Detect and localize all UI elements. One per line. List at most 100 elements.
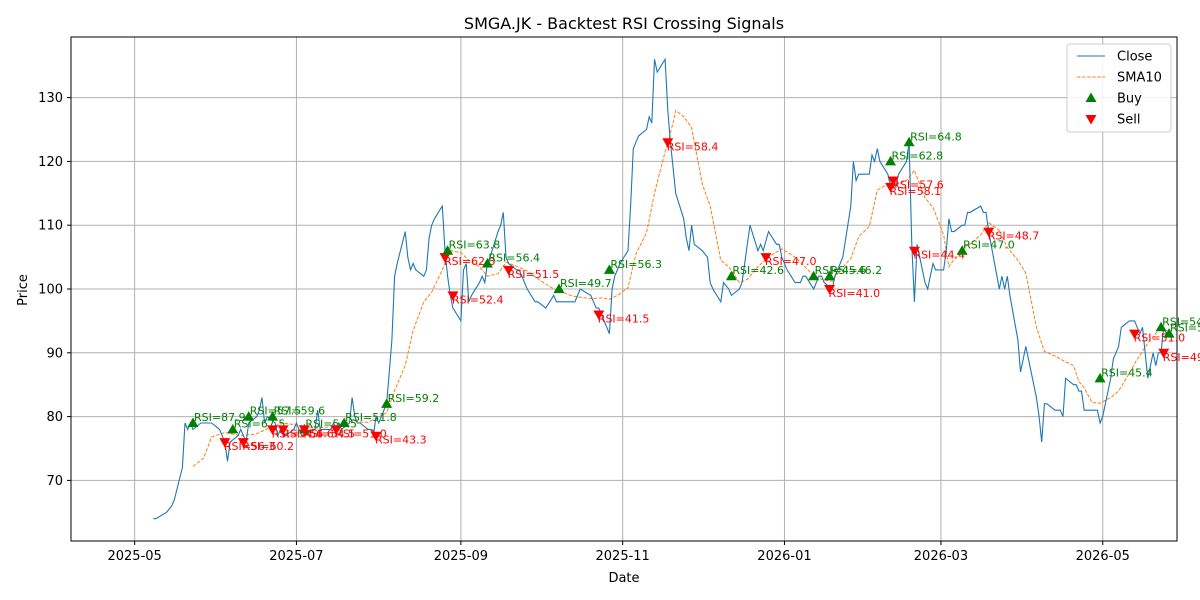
buy-label: RSI=46.2 <box>831 264 883 277</box>
x-tick-label: 2026-03 <box>914 549 968 564</box>
buy-label: RSI=51.8 <box>345 411 397 424</box>
x-axis-label: Date <box>608 571 639 586</box>
axes-frame <box>70 36 1178 542</box>
signals: RSI=87.9RSI=56.3RSI=67.5RSI=60.2RSI=57.5… <box>187 130 1200 453</box>
sell-marker <box>908 246 920 257</box>
buy-label: RSI=59.2 <box>388 392 440 405</box>
buy-label: RSI=47.0 <box>963 239 1015 252</box>
buy-label: RSI=87.9 <box>194 411 246 424</box>
buy-marker <box>956 245 968 255</box>
axes: 70 80 90 100 110 120 130 2025-05 2025-07 2025-09 2… <box>38 36 1178 564</box>
buy-label: RSI=59.6 <box>274 405 326 418</box>
legend-buy-swatch <box>1085 92 1097 102</box>
x-tick-label: 2025-11 <box>596 549 650 564</box>
y-tick-label: 80 <box>46 410 63 425</box>
buy-marker <box>603 264 615 274</box>
legend-label: SMA10 <box>1117 71 1162 86</box>
buy-marker <box>808 270 820 281</box>
buy-label: RSI=62.8 <box>892 149 944 162</box>
sell-label: RSI=49.0 <box>1163 351 1200 364</box>
legend-label: Sell <box>1117 113 1140 128</box>
buy-marker <box>243 411 255 421</box>
sell-marker <box>593 310 605 321</box>
y-tick-label: 100 <box>38 283 63 298</box>
sell-label: RSI=51.5 <box>508 268 560 281</box>
legend-label: Buy <box>1117 92 1142 107</box>
y-tick-label: 70 <box>46 474 63 489</box>
sell-marker <box>1129 329 1141 340</box>
buy-label: RSI=45.4 <box>1101 366 1153 379</box>
x-tick-label: 2025-07 <box>269 549 323 564</box>
buy-marker <box>1163 328 1175 338</box>
y-tick-label: 130 <box>38 91 63 106</box>
x-tick-label: 2026-01 <box>757 549 811 564</box>
sma10-line <box>192 109 1169 467</box>
sell-marker <box>760 253 772 263</box>
sell-label: RSI=43.3 <box>375 434 427 447</box>
sell-marker <box>439 253 451 263</box>
sell-marker <box>277 425 289 435</box>
sell-marker <box>298 425 310 435</box>
x-tick-label: 2026-05 <box>1076 549 1130 564</box>
sell-label: RSI=60.2 <box>242 440 294 453</box>
sell-label: RSI=54.5 <box>303 427 355 440</box>
sell-label: RSI=47.0 <box>765 255 817 268</box>
sell-marker <box>447 291 459 301</box>
buy-marker <box>1155 321 1167 332</box>
sell-marker <box>267 425 279 435</box>
buy-label: RSI=54.8 <box>1162 315 1200 328</box>
y-tick-label: 90 <box>46 346 63 361</box>
chart-title: SMGA.JK - Backtest RSI Crossing Signals <box>464 14 784 33</box>
legend-label: Close <box>1117 50 1152 65</box>
sell-label: RSI=41.5 <box>598 313 650 326</box>
sell-label: RSI=57.6 <box>892 179 944 192</box>
buy-marker <box>553 283 565 293</box>
y-axis-label: Price <box>16 274 31 306</box>
buy-marker <box>824 270 836 281</box>
buy-label: RSI=53.3 <box>1170 322 1200 335</box>
buy-marker <box>442 245 454 255</box>
sell-marker <box>219 438 231 448</box>
sell-marker <box>330 425 342 435</box>
buy-marker <box>481 257 493 268</box>
buy-marker <box>1094 372 1106 383</box>
x-tick-label: 2025-05 <box>107 549 161 564</box>
legend-box <box>1066 43 1172 133</box>
sell-marker <box>824 285 836 295</box>
sell-label: RSI=58.4 <box>667 140 719 153</box>
buy-marker <box>381 398 393 408</box>
y-tick-label: 120 <box>38 155 63 170</box>
buy-label: RSI=57.5 <box>250 405 302 418</box>
grid <box>71 37 1177 541</box>
sell-marker <box>1158 348 1170 359</box>
buy-label: RSI=64.8 <box>910 130 962 143</box>
sell-label: RSI=62.3 <box>444 255 496 268</box>
buy-label: RSI=42.6 <box>732 264 784 277</box>
sell-marker <box>237 438 249 448</box>
buy-marker <box>885 155 897 166</box>
sell-label: RSI=52.4 <box>452 293 504 306</box>
sell-label: RSI=41.0 <box>829 287 881 300</box>
sell-label: RSI=44.4 <box>913 249 965 262</box>
sell-label: RSI=58.1 <box>890 185 942 198</box>
sell-marker <box>887 176 899 187</box>
buy-marker <box>903 136 915 147</box>
sell-label: RSI=56.3 <box>224 440 276 453</box>
y-tick-label: 110 <box>38 219 63 234</box>
buy-marker <box>267 411 279 421</box>
buy-label: RSI=63.8 <box>449 239 501 252</box>
sell-label: RSI=54.6 <box>282 427 334 440</box>
sell-marker <box>662 138 674 148</box>
sell-marker <box>370 431 382 442</box>
buy-marker <box>338 417 350 427</box>
buy-marker <box>227 423 239 434</box>
legend-sell-swatch <box>1085 115 1097 125</box>
sell-marker <box>503 265 515 276</box>
buy-label: RSI=45.6 <box>815 264 867 277</box>
sell-marker <box>983 227 995 238</box>
buy-marker <box>187 417 199 427</box>
buy-label: RSI=56.3 <box>610 258 662 271</box>
